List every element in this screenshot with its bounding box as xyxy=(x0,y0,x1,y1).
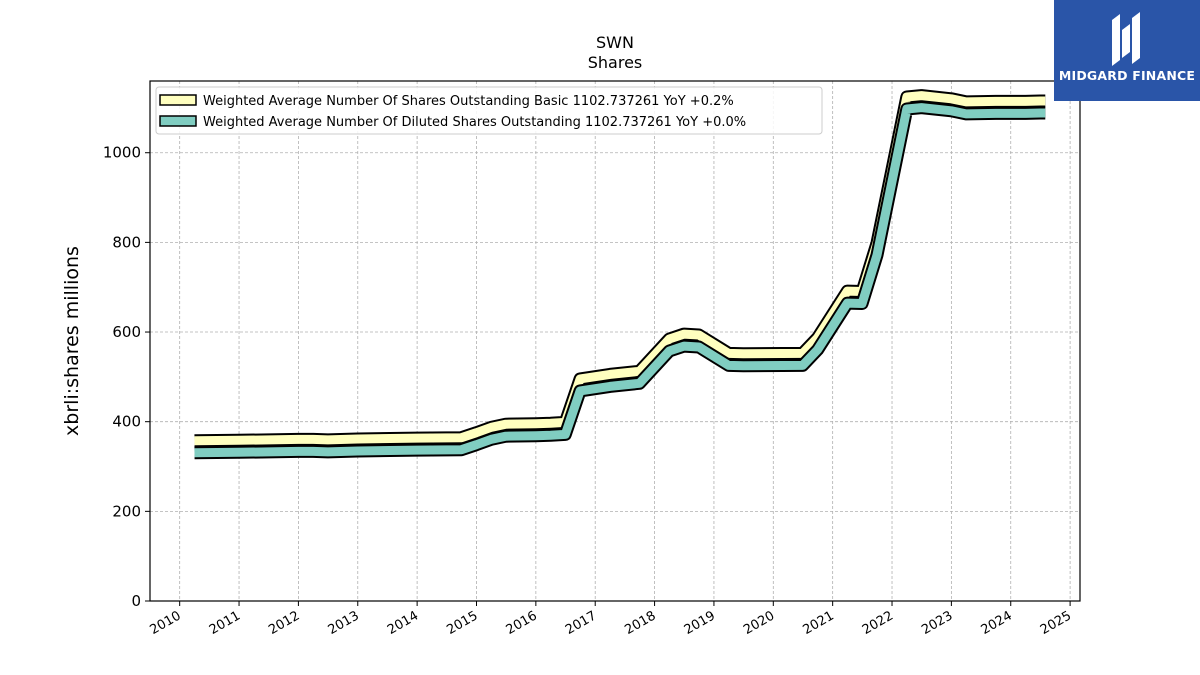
legend-label-2: Weighted Average Number Of Diluted Share… xyxy=(203,115,746,130)
series-layer xyxy=(194,89,1047,460)
x-axis: 2010 2011 2012 2013 2014 2015 2016 2017 2018 2019… xyxy=(148,601,1074,638)
y-tick-label: 800 xyxy=(112,233,141,251)
x-tick-label: 2011 xyxy=(207,608,243,638)
y-tick-label: 400 xyxy=(112,413,141,431)
x-tick-label: 2019 xyxy=(682,608,718,638)
x-tick-label: 2018 xyxy=(622,608,658,638)
x-tick-label: 2010 xyxy=(148,608,184,638)
x-tick-label: 2015 xyxy=(444,608,480,638)
x-tick-label: 2022 xyxy=(860,608,896,638)
y-tick-label: 1000 xyxy=(103,144,141,162)
x-tick-label: 2023 xyxy=(919,608,955,638)
y-tick-label: 600 xyxy=(112,323,141,341)
legend-swatch-1 xyxy=(159,94,197,106)
x-tick-label: 2013 xyxy=(326,608,362,638)
series-line-2 xyxy=(194,103,1046,458)
x-tick-label: 2025 xyxy=(1038,608,1074,638)
series-line-1 xyxy=(194,91,1046,446)
x-tick-label: 2012 xyxy=(266,608,302,638)
chart-subtitle: Shares xyxy=(588,53,643,72)
x-tick-label: 2016 xyxy=(504,608,540,638)
x-tick-label: 2021 xyxy=(800,608,836,638)
legend-swatch-2 xyxy=(159,115,197,127)
plot-frame xyxy=(149,80,1081,602)
x-tick-label: 2014 xyxy=(385,608,421,638)
x-tick-label: 2024 xyxy=(979,608,1015,638)
y-axis-label: xbrli:shares millions xyxy=(61,246,83,436)
midgard-logo-icon xyxy=(1112,12,1140,66)
chart-title: SWN xyxy=(596,33,634,52)
y-tick-label: 200 xyxy=(112,502,141,520)
brand-name: MIDGARD FINANCE xyxy=(1058,68,1196,83)
y-tick-label: 0 xyxy=(131,592,141,610)
legend-label-1: Weighted Average Number Of Shares Outsta… xyxy=(203,94,734,109)
legend: Weighted Average Number Of Shares Outsta… xyxy=(155,86,823,135)
plot-area xyxy=(150,81,1080,601)
x-tick-label: 2017 xyxy=(563,608,599,638)
x-tick-label: 2020 xyxy=(741,608,777,638)
legend-box xyxy=(155,86,823,135)
brand-logo: MIDGARD FINANCE xyxy=(1054,0,1200,101)
y-axis: 0 200 400 600 800 1000 xyxy=(103,144,150,610)
